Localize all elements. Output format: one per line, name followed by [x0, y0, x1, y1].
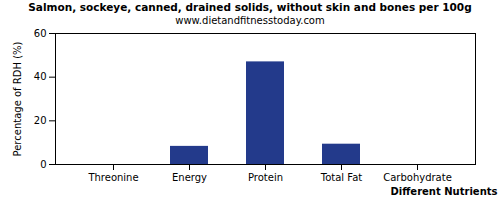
svg-text:Total Fat: Total Fat	[320, 172, 362, 183]
svg-text:Energy: Energy	[172, 172, 207, 183]
html-text:www.dietandfitnesstoday.com: www.dietandfitnesstoday.com	[175, 15, 325, 26]
svg-text:0: 0	[40, 159, 46, 170]
svg-text:20: 20	[34, 115, 47, 126]
svg-text:40: 40	[34, 71, 47, 82]
html-text:Salmon, sockeye, canned, drain: Salmon, sockeye, canned, drained solids,…	[28, 1, 472, 13]
svg-text:60: 60	[34, 28, 47, 39]
svg-text:Percentage of RDH (%): Percentage of RDH (%)	[12, 41, 23, 156]
svg-text:Protein: Protein	[248, 172, 283, 183]
svg-text:Carbohydrate: Carbohydrate	[383, 172, 452, 183]
svg-text:Threonine: Threonine	[87, 172, 138, 183]
svg-text:Different Nutrients: Different Nutrients	[391, 186, 498, 197]
